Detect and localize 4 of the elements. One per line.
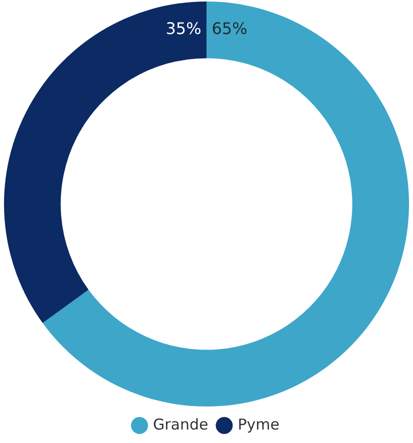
- data-label: 35%: [166, 19, 202, 38]
- legend-label: Pyme: [238, 415, 280, 434]
- data-label: 65%: [212, 19, 248, 38]
- legend-label: Grande: [153, 415, 208, 434]
